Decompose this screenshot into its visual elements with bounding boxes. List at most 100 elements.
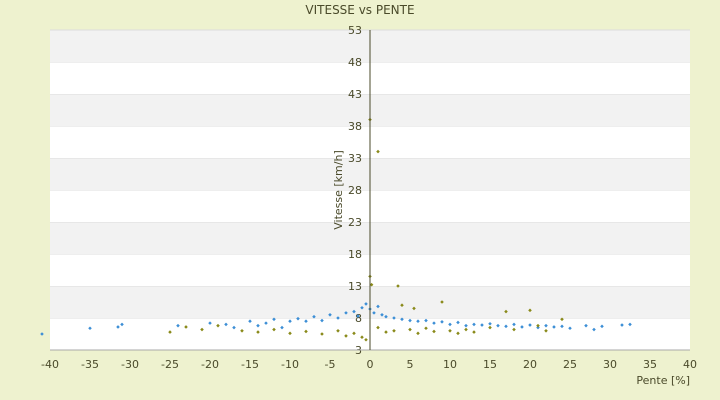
- data-point-series-2: [432, 329, 436, 334]
- data-point-series-2: [240, 329, 244, 333]
- x-tick-label: -30: [121, 358, 139, 371]
- y-tick-label: 53: [348, 24, 362, 37]
- data-point-series-1: [176, 323, 180, 328]
- x-tick-label: 10: [443, 358, 457, 371]
- y-tick-label: 18: [348, 248, 362, 261]
- data-point-series-1: [552, 325, 556, 329]
- data-point-series-1: [328, 313, 332, 317]
- data-point-series-1: [424, 318, 428, 323]
- data-point-series-2: [320, 332, 324, 336]
- data-point-series-1: [40, 332, 44, 336]
- x-tick-label: 35: [643, 358, 657, 371]
- data-point-series-2: [360, 335, 364, 339]
- x-tick-label: 20: [523, 358, 537, 371]
- y-axis-label: Vitesse [km/h]: [332, 150, 345, 230]
- data-point-series-1: [380, 313, 384, 317]
- data-point-series-1: [392, 316, 396, 320]
- data-point-series-2: [352, 331, 356, 336]
- data-point-series-1: [600, 324, 604, 329]
- y-tick-label: 28: [348, 184, 362, 197]
- data-point-series-2: [376, 325, 380, 330]
- data-point-series-2: [184, 325, 188, 329]
- data-point-series-2: [560, 317, 564, 322]
- data-point-series-2: [369, 282, 374, 287]
- data-point-series-2: [400, 303, 404, 307]
- data-point-series-1: [568, 326, 572, 331]
- y-tick-label: 33: [348, 152, 362, 165]
- data-point-series-1: [272, 317, 276, 322]
- data-point-series-1: [620, 323, 624, 327]
- y-tick-label: 13: [348, 280, 362, 293]
- data-point-series-1: [116, 325, 120, 329]
- data-point-series-1: [248, 319, 252, 323]
- x-tick-label: 0: [367, 358, 374, 371]
- data-point-series-2: [488, 325, 492, 330]
- data-point-series-1: [312, 314, 316, 319]
- data-point-series-1: [628, 322, 632, 327]
- y-tick-label: 43: [348, 88, 362, 101]
- data-point-series-2: [392, 329, 396, 333]
- x-tick-label: -40: [41, 358, 59, 371]
- x-tick-label: -35: [81, 358, 99, 371]
- data-point-series-2: [396, 284, 400, 288]
- x-tick-label: 40: [683, 358, 697, 371]
- data-point-series-2: [288, 331, 292, 336]
- data-point-series-1: [496, 323, 500, 328]
- data-point-series-1: [400, 317, 404, 322]
- data-point-series-2: [200, 327, 204, 332]
- x-axis-label: Pente [%]: [636, 374, 690, 387]
- data-point-series-1: [456, 320, 460, 325]
- data-point-series-2: [416, 331, 420, 336]
- data-point-series-1: [432, 321, 436, 325]
- data-point-series-2: [272, 327, 276, 332]
- data-point-series-2: [440, 300, 444, 304]
- x-tick-label: -20: [201, 358, 219, 371]
- data-point-series-1: [264, 321, 268, 325]
- data-point-series-1: [440, 320, 444, 324]
- data-point-series-1: [384, 314, 388, 319]
- data-point-series-2: [364, 337, 368, 342]
- data-point-series-1: [336, 316, 340, 320]
- x-tick-label: -15: [241, 358, 259, 371]
- data-point-series-2: [256, 330, 260, 334]
- data-point-series-1: [480, 323, 484, 327]
- x-tick-label: -10: [281, 358, 299, 371]
- data-point-series-1: [120, 322, 124, 327]
- x-tick-label: -25: [161, 358, 179, 371]
- data-point-series-1: [408, 318, 412, 323]
- data-point-series-1: [232, 325, 236, 330]
- data-point-series-1: [296, 316, 300, 321]
- data-point-series-1: [344, 311, 348, 315]
- data-point-series-1: [464, 323, 468, 328]
- data-point-series-1: [224, 322, 228, 327]
- x-tick-label: 30: [603, 358, 617, 371]
- data-point-series-1: [256, 323, 260, 328]
- data-point-series-2: [376, 149, 380, 154]
- data-point-series-1: [528, 323, 532, 327]
- data-point-series-2: [544, 329, 548, 333]
- data-point-series-2: [216, 323, 220, 328]
- x-tick-label: 25: [563, 358, 577, 371]
- data-point-series-1: [320, 318, 324, 323]
- data-point-series-1: [416, 319, 420, 323]
- data-points: [40, 117, 632, 342]
- data-point-series-1: [304, 319, 308, 323]
- data-point-series-2: [408, 327, 412, 332]
- data-point-series-2: [336, 329, 340, 333]
- y-tick-label: 23: [348, 216, 362, 229]
- data-point-series-1: [512, 322, 516, 327]
- data-point-series-2: [504, 309, 508, 314]
- data-point-series-1: [488, 321, 492, 326]
- data-point-series-2: [384, 330, 388, 334]
- tick-labels: -40 -35 -30 -25 -20 -15 -10 -5 0 5 10 15 20 25 30 35 40 3…: [41, 24, 697, 371]
- data-point-series-2: [536, 323, 540, 328]
- data-point-series-1: [280, 325, 284, 330]
- data-point-series-2: [456, 331, 460, 336]
- data-point-series-2: [412, 306, 416, 311]
- data-point-series-1: [364, 302, 368, 306]
- data-point-series-2: [528, 308, 532, 313]
- data-point-series-2: [472, 330, 476, 334]
- data-point-series-1: [376, 304, 380, 309]
